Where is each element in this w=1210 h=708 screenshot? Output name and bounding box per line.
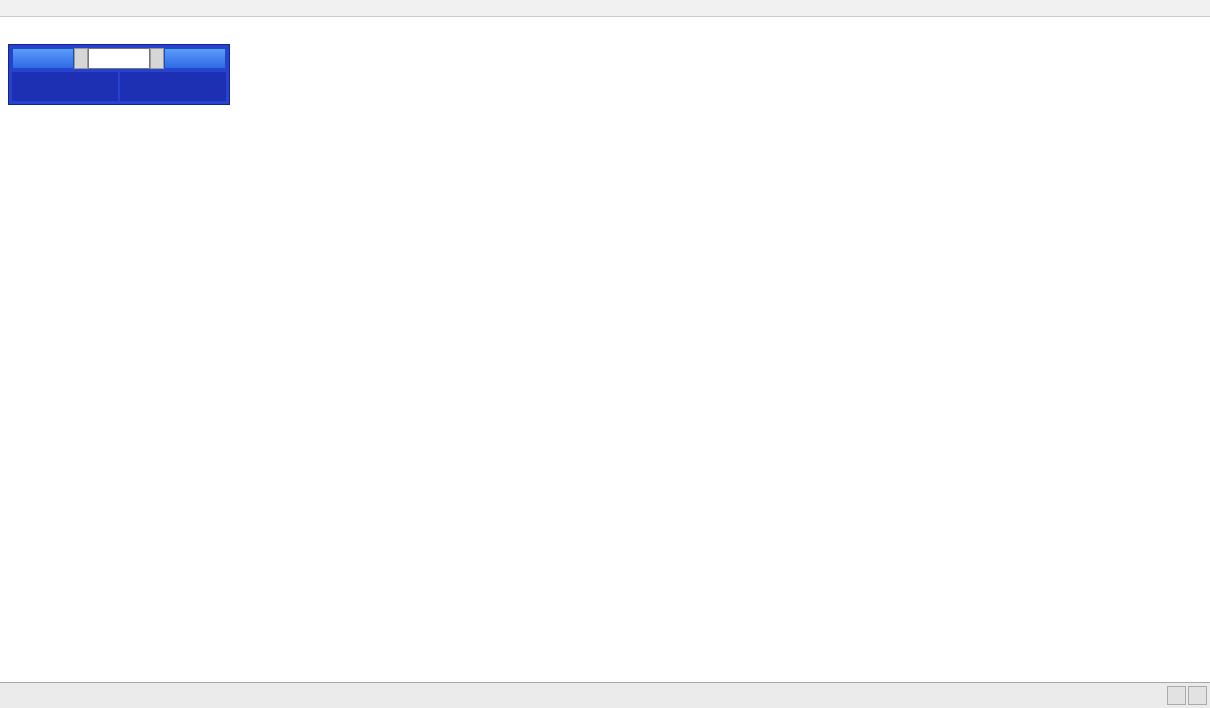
trade-panel-controls <box>12 48 226 69</box>
volume-input[interactable] <box>88 48 150 69</box>
volume-increase-button[interactable] <box>150 48 164 69</box>
buy-price-display[interactable] <box>120 72 226 101</box>
chart-canvas <box>0 17 1210 682</box>
buy-button[interactable] <box>164 48 226 69</box>
sell-price-display[interactable] <box>12 72 118 101</box>
tab-scroll-left-icon[interactable] <box>1167 686 1186 705</box>
sell-button[interactable] <box>12 48 74 69</box>
tab-scroll-right-icon[interactable] <box>1188 686 1207 705</box>
timeframe-toolbar <box>0 0 1210 17</box>
tab-scroll-arrows <box>1167 686 1207 705</box>
chart-tab-bar <box>0 682 1210 708</box>
volume-decrease-button[interactable] <box>74 48 88 69</box>
chart-window <box>0 17 1210 682</box>
trade-panel-prices <box>12 72 226 101</box>
one-click-trading-panel <box>8 44 230 105</box>
